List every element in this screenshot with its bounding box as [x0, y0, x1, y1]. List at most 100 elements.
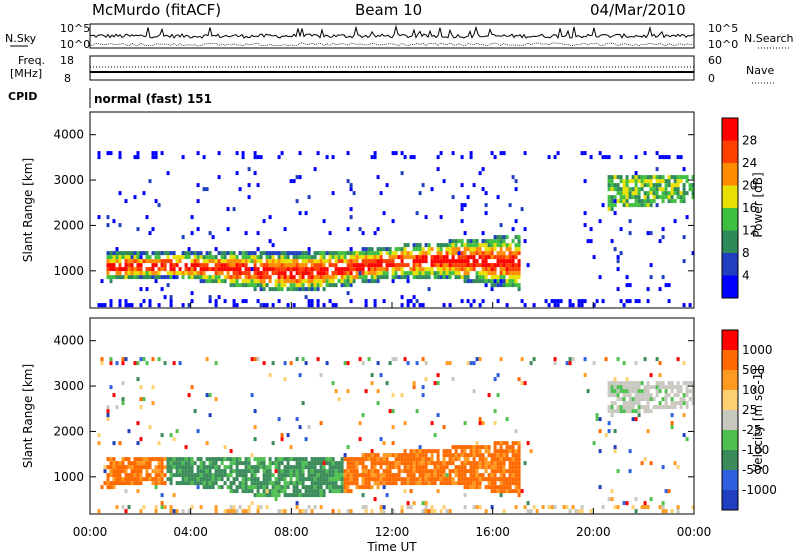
heatmap-cell	[373, 473, 377, 478]
power-panel	[97, 151, 695, 308]
heatmap-cell	[376, 267, 380, 272]
heatmap-cell	[283, 377, 287, 382]
heatmap-cell	[490, 151, 494, 156]
heatmap-cell	[304, 259, 308, 264]
heatmap-cell	[448, 251, 452, 256]
heatmap-cell	[436, 259, 440, 264]
heatmap-cell	[667, 299, 671, 304]
heatmap-cell	[364, 453, 368, 458]
heatmap-cell	[277, 251, 281, 256]
heatmap-cell	[517, 287, 521, 292]
heatmap-cell	[190, 385, 194, 390]
heatmap-cell	[376, 461, 380, 466]
heatmap-cell	[268, 489, 272, 494]
heatmap-cell	[265, 489, 269, 494]
heatmap-cell	[658, 179, 662, 184]
heatmap-cell	[274, 469, 278, 474]
heatmap-cell	[670, 425, 674, 430]
heatmap-cell	[391, 425, 395, 430]
heatmap-cell	[307, 505, 311, 510]
heatmap-cell	[493, 267, 497, 272]
heatmap-cell	[271, 493, 275, 498]
heatmap-cell	[286, 465, 290, 470]
heatmap-cell	[376, 255, 380, 260]
heatmap-cell	[241, 473, 245, 478]
heatmap-cell	[133, 251, 137, 256]
heatmap-cell	[442, 453, 446, 458]
heatmap-cell	[295, 457, 299, 462]
heatmap-cell	[661, 275, 665, 280]
heatmap-cell	[505, 477, 509, 482]
heatmap-cell	[424, 501, 428, 506]
heatmap-cell	[265, 275, 269, 280]
heatmap-cell	[667, 155, 671, 160]
colorbar-swatch	[722, 390, 738, 410]
heatmap-cell	[127, 303, 131, 308]
heatmap-cell	[307, 259, 311, 264]
x-tick-label: 08:00	[274, 525, 309, 539]
heatmap-cell	[478, 465, 482, 470]
heatmap-cell	[235, 485, 239, 490]
heatmap-cell	[187, 393, 191, 398]
heatmap-cell	[334, 465, 338, 470]
heatmap-cell	[106, 485, 110, 490]
heatmap-cell	[277, 461, 281, 466]
heatmap-cell	[517, 489, 521, 494]
heatmap-cell	[313, 485, 317, 490]
heatmap-cell	[478, 263, 482, 268]
heatmap-cell	[661, 501, 665, 506]
heatmap-cell	[418, 275, 422, 280]
heatmap-cell	[448, 239, 452, 244]
heatmap-cell	[328, 473, 332, 478]
heatmap-cell	[274, 279, 278, 284]
heatmap-cell	[196, 457, 200, 462]
heatmap-cell	[511, 263, 515, 268]
heatmap-cell	[340, 465, 344, 470]
heatmap-cell	[136, 457, 140, 462]
heatmap-cell	[469, 151, 473, 156]
heatmap-cell	[382, 473, 386, 478]
heatmap-cell	[247, 489, 251, 494]
heatmap-cell	[550, 505, 554, 510]
heatmap-cell	[163, 473, 167, 478]
heatmap-cell	[433, 275, 437, 280]
heatmap-cell	[310, 279, 314, 284]
heatmap-cell	[499, 357, 503, 362]
heatmap-cell	[121, 275, 125, 280]
heatmap-cell	[229, 509, 233, 514]
heatmap-cell	[340, 473, 344, 478]
heatmap-cell	[478, 303, 482, 308]
heatmap-cell	[352, 465, 356, 470]
heatmap-cell	[346, 259, 350, 264]
heatmap-cell	[118, 461, 122, 466]
heatmap-cell	[427, 449, 431, 454]
heatmap-cell	[514, 243, 518, 248]
heatmap-cell	[451, 263, 455, 268]
heatmap-cell	[451, 151, 455, 156]
heatmap-cell	[301, 255, 305, 260]
heatmap-cell	[628, 469, 632, 474]
heatmap-cell	[202, 481, 206, 486]
heatmap-cell	[124, 477, 128, 482]
heatmap-cell	[115, 267, 119, 272]
heatmap-cell	[523, 151, 527, 156]
heatmap-cell	[256, 155, 260, 160]
heatmap-cell	[409, 255, 413, 260]
heatmap-cell	[169, 457, 173, 462]
heatmap-cell	[445, 449, 449, 454]
heatmap-cell	[463, 267, 467, 272]
heatmap-cell	[415, 243, 419, 248]
heatmap-cell	[157, 203, 161, 208]
heatmap-cell	[244, 481, 248, 486]
heatmap-cell	[205, 259, 209, 264]
heatmap-cell	[646, 287, 650, 292]
heatmap-cell	[181, 303, 185, 308]
heatmap-cell	[292, 263, 296, 268]
heatmap-cell	[322, 263, 326, 268]
y-tick-label: 1000	[53, 470, 84, 484]
heatmap-cell	[163, 259, 167, 264]
heatmap-cell	[646, 203, 650, 208]
heatmap-cell	[145, 251, 149, 256]
heatmap-cell	[397, 465, 401, 470]
